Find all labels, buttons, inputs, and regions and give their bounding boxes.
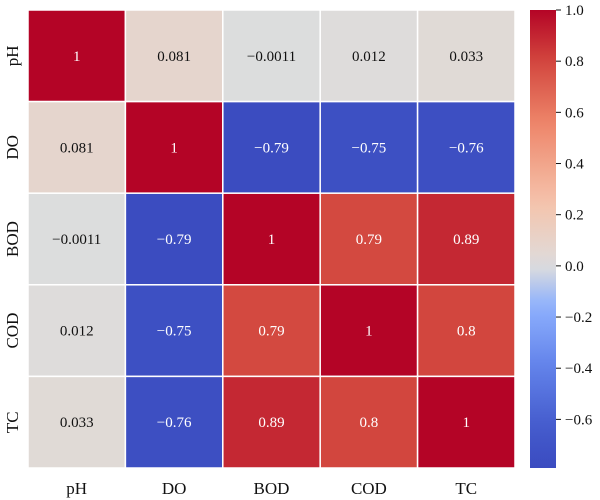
colorbar-tick-label: 0.0	[565, 259, 584, 275]
heatmap-cell	[222, 375, 321, 469]
heatmap-cell-label: 1	[268, 232, 276, 248]
colorbar-tick-label: 0.8	[565, 54, 584, 70]
heatmap-cell	[124, 9, 224, 103]
y-axis-tick-label: TC	[3, 411, 22, 433]
heatmap-cell	[319, 9, 419, 103]
heatmap-cell-label: −0.0011	[52, 232, 101, 248]
heatmap-cell	[124, 284, 224, 378]
heatmap-cell-label: 0.79	[356, 232, 382, 248]
x-axis-tick-label: BOD	[254, 479, 290, 498]
heatmap-cell	[222, 100, 321, 194]
heatmap-cell	[27, 9, 127, 103]
heatmap-cell-label: 0.033	[60, 415, 94, 431]
colorbar-tick-label: 1.0	[565, 3, 584, 19]
heatmap-cell-label: 0.79	[258, 324, 284, 340]
x-axis-tick-label: TC	[455, 479, 477, 498]
heatmap-cell	[124, 192, 224, 286]
colorbar-tick-label: −0.4	[565, 361, 593, 377]
x-axis-tick-labels: pH DO BOD COD TC	[66, 479, 477, 498]
x-axis-tick-label: pH	[66, 479, 87, 498]
y-axis-tick-label: pH	[3, 45, 22, 66]
heatmap-cell	[124, 375, 224, 469]
heatmap-cells	[27, 9, 516, 469]
heatmap-cell-label: 0.012	[60, 324, 94, 340]
colorbar-tick-label: −0.6	[565, 412, 593, 428]
heatmap-cell-label: 1	[463, 415, 471, 431]
y-axis-tick-label: DO	[3, 135, 22, 160]
heatmap-cell-label: 0.89	[258, 415, 284, 431]
heatmap-cell-label: 0.012	[352, 49, 386, 65]
heatmap-cell-labels: 1 0.081 −0.0011 0.012 0.033 0.081 1 −0.79 −0.75 −…	[52, 49, 484, 431]
colorbar-ticks: 1.0 0.8 0.6 0.4 0.2 0.0 −0.2 −0.4 −0.6	[556, 3, 593, 428]
heatmap-cell-label: 0.8	[457, 324, 476, 340]
heatmap-cell	[27, 100, 127, 194]
heatmap-cell	[416, 375, 516, 469]
colorbar-gradient-bar	[530, 10, 556, 468]
heatmap-cell-label: −0.79	[254, 140, 289, 156]
colorbar-tick-label: 0.6	[565, 105, 584, 121]
heatmap-cell-label: 0.89	[453, 232, 479, 248]
heatmap-cell-label: −0.75	[157, 324, 192, 340]
heatmap-cell	[222, 9, 321, 103]
colorbar-tick-label: 0.4	[565, 157, 584, 173]
heatmap-cell	[416, 100, 516, 194]
heatmap-cell-label: 0.033	[449, 49, 483, 65]
x-axis-tick-label: DO	[162, 479, 187, 498]
colorbar: 1.0 0.8 0.6 0.4 0.2 0.0 −0.2 −0.4 −0.6	[530, 3, 593, 468]
heatmap-cell	[319, 284, 419, 378]
heatmap-cell-label: 1	[365, 324, 373, 340]
colorbar-tick-label: 0.2	[565, 208, 584, 224]
heatmap-cell	[319, 192, 419, 286]
heatmap-cell-label: −0.76	[449, 140, 484, 156]
heatmap-cell	[27, 284, 127, 378]
heatmap-cell	[416, 284, 516, 378]
heatmap-cell-label: −0.76	[157, 415, 192, 431]
heatmap-cell-label: −0.0011	[247, 49, 296, 65]
colorbar-tick-label: −0.2	[565, 310, 592, 326]
heatmap-cell	[27, 375, 127, 469]
heatmap-cell-label: 0.081	[157, 49, 191, 65]
x-axis-tick-label: COD	[351, 479, 387, 498]
heatmap-cell-label: 0.8	[360, 415, 379, 431]
heatmap-cell-label: 1	[170, 140, 178, 156]
heatmap-cell	[222, 284, 321, 378]
y-axis-tick-label: COD	[3, 313, 22, 349]
heatmap-cell-label: −0.79	[157, 232, 192, 248]
y-axis-tick-labels: pH DO BOD COD TC	[3, 45, 22, 433]
heatmap-cell-label: −0.75	[352, 140, 387, 156]
heatmap-cell-label: 0.081	[60, 140, 94, 156]
y-axis-tick-label: BOD	[3, 221, 22, 257]
heatmap-cell-label: 1	[73, 49, 81, 65]
